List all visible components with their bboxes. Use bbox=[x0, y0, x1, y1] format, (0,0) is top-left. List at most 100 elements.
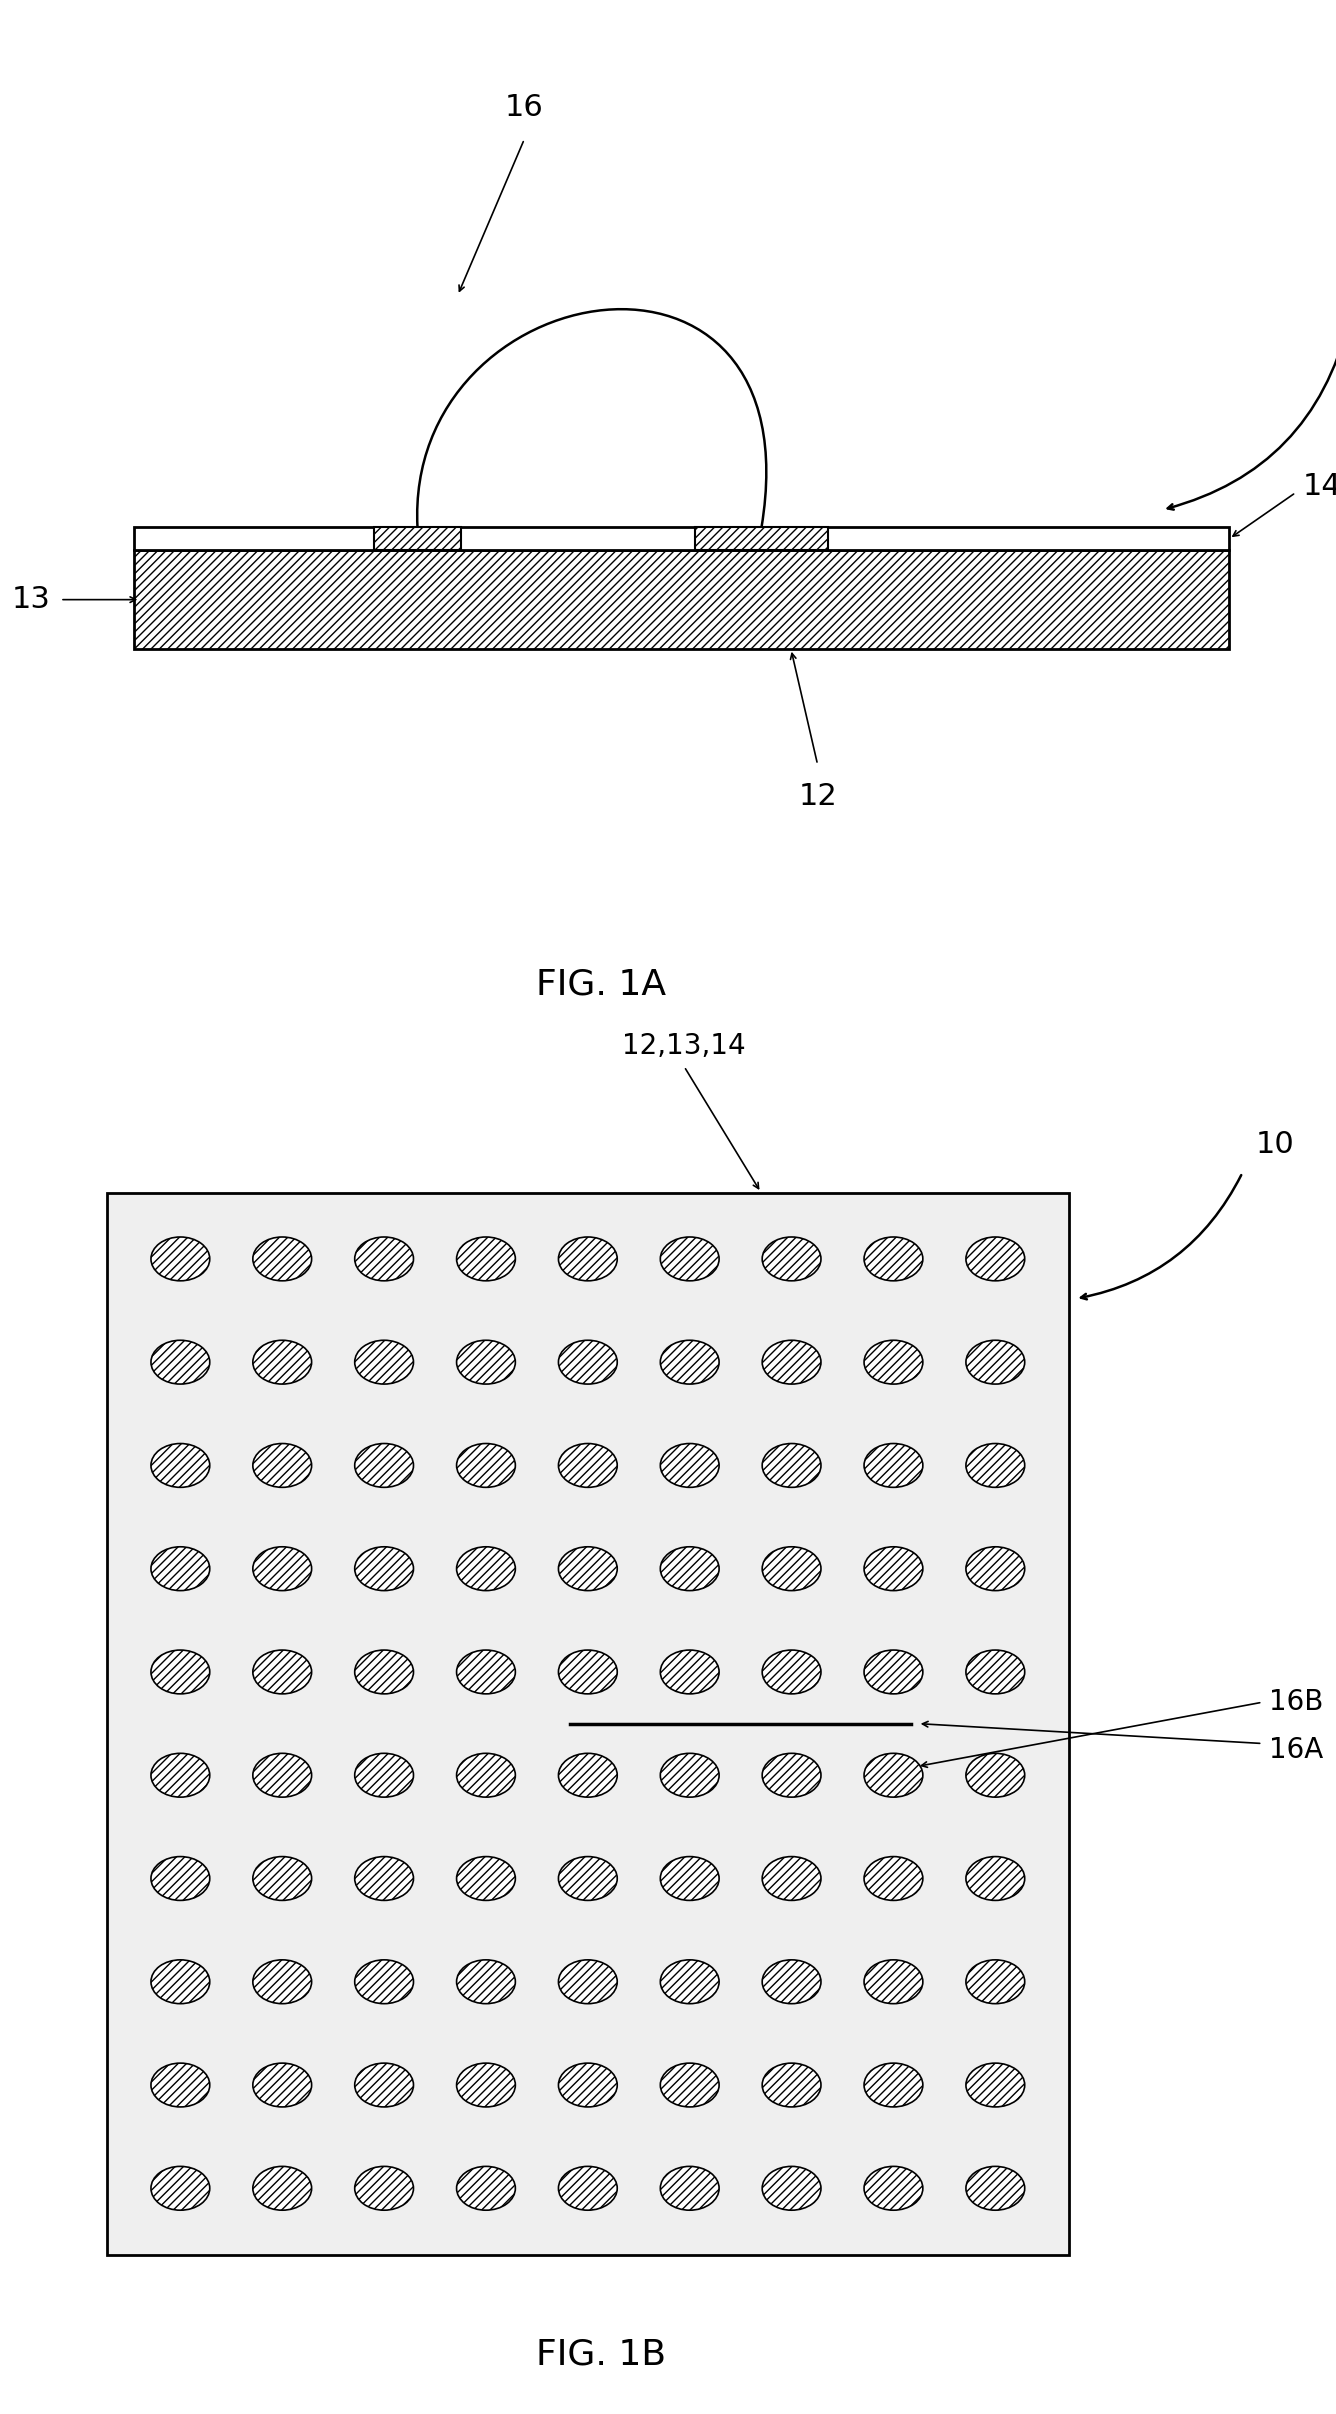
Ellipse shape bbox=[457, 1753, 516, 1796]
Bar bbox=[134, 550, 1229, 649]
Ellipse shape bbox=[253, 1547, 311, 1591]
Ellipse shape bbox=[355, 1753, 414, 1796]
Ellipse shape bbox=[151, 2064, 210, 2107]
Ellipse shape bbox=[966, 1236, 1025, 1282]
Ellipse shape bbox=[253, 1340, 311, 1383]
Ellipse shape bbox=[457, 1960, 516, 2004]
Ellipse shape bbox=[762, 1651, 820, 1695]
Bar bbox=[134, 526, 1229, 550]
Ellipse shape bbox=[966, 1856, 1025, 1900]
Ellipse shape bbox=[762, 1753, 820, 1796]
Ellipse shape bbox=[966, 1444, 1025, 1487]
Bar bbox=[374, 526, 461, 550]
Ellipse shape bbox=[355, 1651, 414, 1695]
Ellipse shape bbox=[253, 1960, 311, 2004]
Ellipse shape bbox=[762, 1547, 820, 1591]
Text: 16A: 16A bbox=[1269, 1736, 1324, 1765]
Ellipse shape bbox=[151, 1340, 210, 1383]
Ellipse shape bbox=[253, 2064, 311, 2107]
Ellipse shape bbox=[355, 1960, 414, 2004]
Ellipse shape bbox=[864, 1547, 923, 1591]
Ellipse shape bbox=[253, 1651, 311, 1695]
Ellipse shape bbox=[762, 1236, 820, 1282]
Ellipse shape bbox=[457, 1236, 516, 1282]
Ellipse shape bbox=[355, 1340, 414, 1383]
Ellipse shape bbox=[355, 2064, 414, 2107]
Text: 14: 14 bbox=[1303, 473, 1336, 502]
Ellipse shape bbox=[660, 1340, 719, 1383]
Ellipse shape bbox=[253, 1444, 311, 1487]
Ellipse shape bbox=[457, 2064, 516, 2107]
Ellipse shape bbox=[864, 1960, 923, 2004]
Ellipse shape bbox=[660, 1960, 719, 2004]
Ellipse shape bbox=[457, 1340, 516, 1383]
Ellipse shape bbox=[558, 1856, 617, 1900]
Ellipse shape bbox=[864, 2165, 923, 2211]
Ellipse shape bbox=[558, 1547, 617, 1591]
Ellipse shape bbox=[660, 2064, 719, 2107]
Text: 16: 16 bbox=[505, 92, 544, 121]
Ellipse shape bbox=[966, 1960, 1025, 2004]
Ellipse shape bbox=[558, 1236, 617, 1282]
Text: 10: 10 bbox=[1256, 1130, 1295, 1159]
Text: 16B: 16B bbox=[1269, 1687, 1324, 1716]
Ellipse shape bbox=[966, 2064, 1025, 2107]
Ellipse shape bbox=[966, 1651, 1025, 1695]
Ellipse shape bbox=[355, 1444, 414, 1487]
Ellipse shape bbox=[558, 1340, 617, 1383]
Ellipse shape bbox=[864, 2064, 923, 2107]
Ellipse shape bbox=[660, 1753, 719, 1796]
Ellipse shape bbox=[558, 2165, 617, 2211]
Ellipse shape bbox=[253, 2165, 311, 2211]
Ellipse shape bbox=[966, 2165, 1025, 2211]
Ellipse shape bbox=[660, 2165, 719, 2211]
Ellipse shape bbox=[355, 1236, 414, 1282]
Ellipse shape bbox=[660, 1547, 719, 1591]
Ellipse shape bbox=[253, 1753, 311, 1796]
Ellipse shape bbox=[355, 2165, 414, 2211]
Text: 13: 13 bbox=[12, 584, 51, 613]
Ellipse shape bbox=[558, 1651, 617, 1695]
Ellipse shape bbox=[762, 1340, 820, 1383]
Ellipse shape bbox=[966, 1547, 1025, 1591]
Ellipse shape bbox=[762, 1444, 820, 1487]
Ellipse shape bbox=[762, 2165, 820, 2211]
Ellipse shape bbox=[864, 1753, 923, 1796]
Ellipse shape bbox=[660, 1236, 719, 1282]
Ellipse shape bbox=[151, 1236, 210, 1282]
Ellipse shape bbox=[151, 1856, 210, 1900]
Ellipse shape bbox=[151, 1753, 210, 1796]
Ellipse shape bbox=[558, 1960, 617, 2004]
Ellipse shape bbox=[355, 1856, 414, 1900]
Text: FIG. 1B: FIG. 1B bbox=[536, 2337, 667, 2371]
Bar bbox=[695, 526, 828, 550]
Ellipse shape bbox=[558, 2064, 617, 2107]
Ellipse shape bbox=[660, 1856, 719, 1900]
Ellipse shape bbox=[558, 1444, 617, 1487]
Ellipse shape bbox=[762, 2064, 820, 2107]
Ellipse shape bbox=[966, 1340, 1025, 1383]
Ellipse shape bbox=[457, 1651, 516, 1695]
Text: FIG. 1A: FIG. 1A bbox=[536, 968, 667, 1002]
Ellipse shape bbox=[864, 1236, 923, 1282]
Ellipse shape bbox=[151, 2165, 210, 2211]
Ellipse shape bbox=[762, 1856, 820, 1900]
Ellipse shape bbox=[966, 1753, 1025, 1796]
Bar bbox=[134, 550, 1229, 649]
Ellipse shape bbox=[864, 1340, 923, 1383]
Text: 12,13,14: 12,13,14 bbox=[623, 1031, 745, 1060]
Ellipse shape bbox=[355, 1547, 414, 1591]
Ellipse shape bbox=[864, 1444, 923, 1487]
Ellipse shape bbox=[660, 1651, 719, 1695]
Ellipse shape bbox=[558, 1753, 617, 1796]
Ellipse shape bbox=[457, 1547, 516, 1591]
Ellipse shape bbox=[457, 1444, 516, 1487]
Bar bbox=[107, 1193, 1069, 2255]
Ellipse shape bbox=[253, 1236, 311, 1282]
Ellipse shape bbox=[253, 1856, 311, 1900]
Text: 12: 12 bbox=[798, 782, 838, 811]
Ellipse shape bbox=[457, 2165, 516, 2211]
Ellipse shape bbox=[151, 1547, 210, 1591]
Ellipse shape bbox=[151, 1444, 210, 1487]
Ellipse shape bbox=[151, 1651, 210, 1695]
